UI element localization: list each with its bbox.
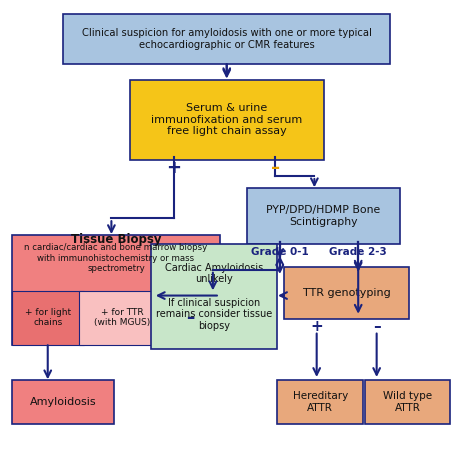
FancyBboxPatch shape <box>365 380 450 424</box>
Text: +: + <box>166 159 181 177</box>
Text: Tissue Biopsy: Tissue Biopsy <box>71 233 161 246</box>
Text: –: – <box>271 159 280 177</box>
Text: n cardiac/cardiac and bone marrow biopsy
with immunohistochemistry or mass
spect: n cardiac/cardiac and bone marrow biopsy… <box>24 243 208 273</box>
FancyBboxPatch shape <box>12 235 220 345</box>
Text: + for TTR
(with MGUS): + for TTR (with MGUS) <box>94 308 150 327</box>
FancyBboxPatch shape <box>247 188 400 244</box>
FancyBboxPatch shape <box>284 267 409 319</box>
Text: +: + <box>310 319 323 334</box>
FancyBboxPatch shape <box>277 380 363 424</box>
FancyBboxPatch shape <box>63 15 391 64</box>
Text: Clinical suspicion for amyloidosis with one or more typical
echocardiographic or: Clinical suspicion for amyloidosis with … <box>82 28 372 50</box>
FancyBboxPatch shape <box>160 291 220 345</box>
Text: Amyloidosis: Amyloidosis <box>30 397 96 407</box>
FancyBboxPatch shape <box>79 291 164 345</box>
Text: Grade 0-1: Grade 0-1 <box>251 247 309 257</box>
FancyBboxPatch shape <box>12 380 114 424</box>
Text: –: – <box>373 319 381 334</box>
Text: + for light
chains: + for light chains <box>25 308 71 327</box>
Text: –: – <box>186 309 194 327</box>
Text: Serum & urine
immunofixation and serum
free light chain assay: Serum & urine immunofixation and serum f… <box>151 103 302 137</box>
Text: Grade 2-3: Grade 2-3 <box>329 247 387 257</box>
Text: PYP/DPD/HDMP Bone
Scintigraphy: PYP/DPD/HDMP Bone Scintigraphy <box>266 205 381 227</box>
Text: Cardiac Amyloidosis
unlikely

If clinical suspicion
remains consider tissue
biop: Cardiac Amyloidosis unlikely If clinical… <box>156 263 272 331</box>
Text: Hereditary
ATTR: Hereditary ATTR <box>292 392 348 413</box>
FancyBboxPatch shape <box>130 80 324 160</box>
Text: Wild type
ATTR: Wild type ATTR <box>383 392 432 413</box>
Text: TTR genotyping: TTR genotyping <box>303 288 391 298</box>
FancyBboxPatch shape <box>12 291 84 345</box>
FancyBboxPatch shape <box>151 244 277 349</box>
